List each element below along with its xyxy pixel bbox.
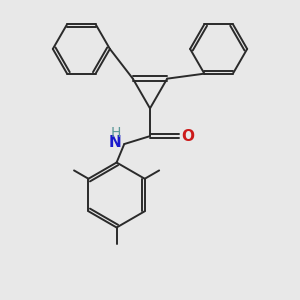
Text: O: O — [182, 129, 195, 144]
Text: H: H — [110, 126, 121, 140]
Text: N: N — [108, 135, 121, 150]
